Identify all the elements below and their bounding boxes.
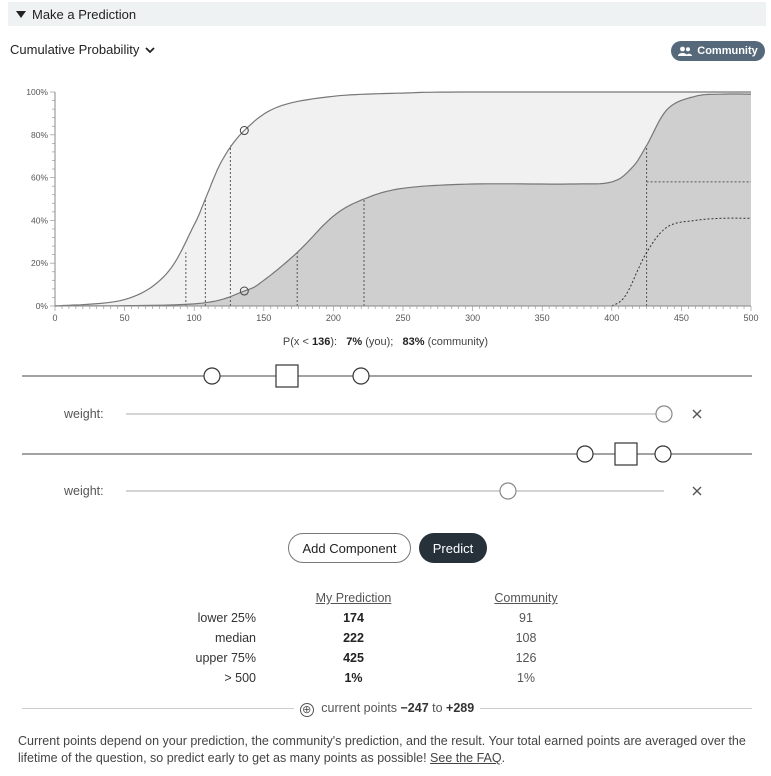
x-tick-label: 50	[120, 313, 130, 323]
community-header[interactable]: Community	[494, 591, 558, 605]
x-tick-label: 500	[743, 313, 758, 323]
community-label: Community	[697, 45, 758, 57]
weight-1-label: weight:	[64, 407, 104, 421]
x-tick-label: 450	[674, 313, 689, 323]
stats-header-row: My Prediction Community	[160, 588, 601, 608]
footer-end: .	[501, 751, 506, 765]
cursor-marker	[239, 286, 249, 296]
table-row: > 500 1% 1%	[160, 668, 601, 688]
community-toggle-button[interactable]: Community	[671, 41, 765, 61]
weight-1-handle[interactable]	[655, 405, 673, 423]
component-2-weight-slider[interactable]	[126, 482, 664, 500]
points-to: to	[432, 701, 443, 715]
collapse-triangle-icon	[16, 10, 26, 18]
current-points: ⊕ current points −247 to +289	[22, 701, 752, 717]
y-tick-label: 80%	[31, 130, 48, 140]
y-tick-label: 100%	[26, 87, 48, 97]
row-community: 126	[515, 651, 537, 665]
component-1-upper-handle[interactable]	[352, 367, 370, 385]
y-tick-label: 20%	[31, 258, 48, 268]
x-tick-label: 200	[326, 313, 341, 323]
row-mine: 222	[343, 631, 364, 645]
component-1-weight-slider[interactable]	[126, 405, 673, 423]
table-row: upper 75% 425 126	[160, 648, 601, 668]
row-community: 1%	[516, 671, 536, 685]
predict-button[interactable]: Predict	[419, 533, 487, 563]
points-text-bg: ⊕ current points −247 to +289	[293, 701, 481, 717]
prediction-stats-table: My Prediction Community lower 25% 174 91…	[160, 588, 601, 688]
component-2-lower-handle[interactable]	[576, 445, 594, 463]
points-text: ⊕ current points −247 to +289	[22, 701, 752, 717]
people-icon	[678, 46, 693, 56]
prob-you-value: 7%	[346, 336, 363, 348]
x-tick-label: 250	[395, 313, 410, 323]
mode-dropdown[interactable]: Cumulative Probability	[10, 42, 155, 57]
prob-suffix: ):	[330, 336, 338, 348]
table-row: median 222 108	[160, 628, 601, 648]
row-mine: 1%	[344, 671, 363, 685]
component-2-remove-icon[interactable]	[692, 486, 702, 496]
prediction-area	[55, 94, 751, 306]
stats-header-blank	[160, 588, 256, 608]
points-explanation: Current points depend on your prediction…	[18, 733, 758, 767]
row-label: lower 25%	[197, 611, 256, 625]
mode-label: Cumulative Probability	[10, 42, 140, 57]
cumulative-chart[interactable]: 0 50 100 150 200 250 300 350 400 450 500 0% 20% 40% 60…	[0, 80, 771, 330]
x-tick-label: 400	[604, 313, 619, 323]
faq-link[interactable]: See the FAQ	[430, 751, 502, 765]
community-curve	[54, 91, 751, 307]
row-label: median	[215, 631, 256, 645]
prob-you-label: (you);	[365, 336, 394, 348]
weight-2-label: weight:	[64, 484, 104, 498]
weight-2-handle[interactable]	[499, 482, 517, 500]
row-label: upper 75%	[195, 651, 256, 665]
probability-readout: P(x < 136): 7% (you); 83% (community)	[0, 336, 771, 348]
points-label: current points	[321, 701, 397, 715]
component-1-lower-handle[interactable]	[203, 367, 221, 385]
header-title: Make a Prediction	[32, 6, 137, 22]
x-tick-label: 350	[535, 313, 550, 323]
x-tick-label: 0	[52, 313, 57, 323]
row-mine: 425	[343, 651, 364, 665]
points-low: −247	[400, 701, 429, 715]
prob-community-value: 83%	[402, 336, 425, 348]
table-row: lower 25% 174 91	[160, 608, 601, 628]
row-label: > 500	[224, 671, 256, 685]
row-community: 91	[519, 611, 533, 625]
row-community: 108	[515, 631, 537, 645]
make-prediction-header[interactable]: Make a Prediction	[8, 2, 766, 26]
x-tick-label: 100	[187, 313, 202, 323]
component-1-center-handle[interactable]	[275, 364, 299, 388]
prob-x-value: 136	[311, 336, 331, 348]
x-tick-label: 300	[465, 313, 480, 323]
prediction-curve	[54, 93, 751, 307]
component-curve	[611, 217, 751, 307]
prob-community-label: (community)	[427, 336, 489, 348]
y-tick-label: 60%	[31, 173, 48, 183]
component-2-upper-handle[interactable]	[654, 445, 672, 463]
component-2-range-slider[interactable]	[22, 442, 752, 466]
component-1-remove-icon[interactable]	[692, 409, 702, 419]
row-mine: 174	[343, 611, 364, 625]
my-prediction-header[interactable]: My Prediction	[315, 591, 392, 605]
prob-prefix: P(x <	[282, 336, 309, 348]
chevron-down-icon	[145, 46, 155, 53]
footer-text: Current points depend on your prediction…	[18, 734, 746, 765]
points-high: +289	[446, 701, 475, 715]
y-tick-label: 40%	[31, 215, 48, 225]
plus-circle-icon[interactable]: ⊕	[299, 703, 314, 717]
cursor-marker	[239, 126, 249, 136]
component-1-range-slider[interactable]	[22, 364, 752, 388]
component-2-center-handle[interactable]	[614, 442, 638, 466]
y-tick-label: 0%	[36, 301, 49, 311]
add-component-button[interactable]: Add Component	[288, 533, 411, 563]
x-tick-label: 150	[256, 313, 271, 323]
